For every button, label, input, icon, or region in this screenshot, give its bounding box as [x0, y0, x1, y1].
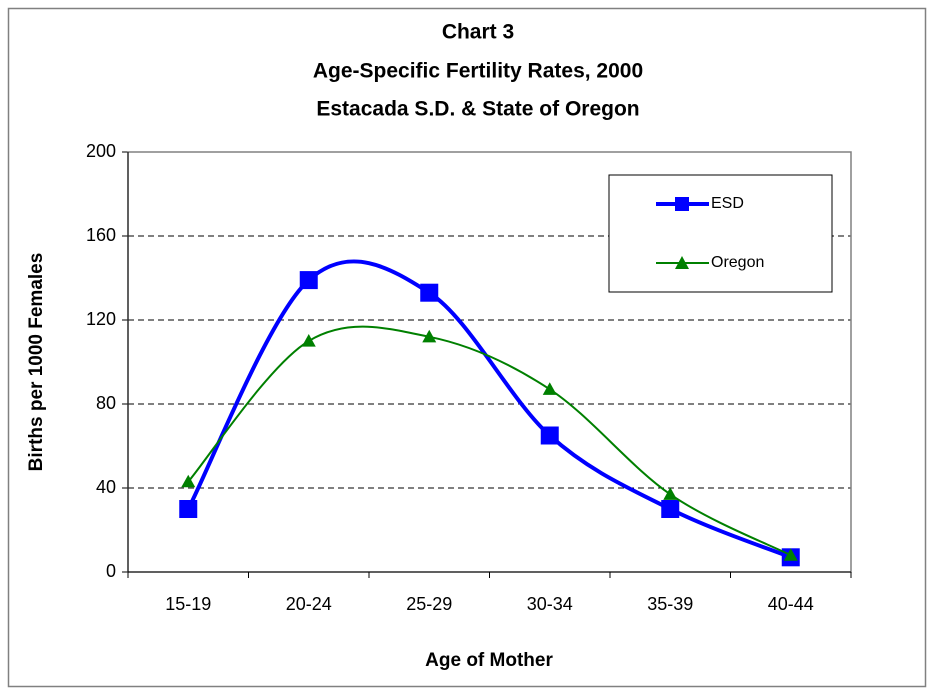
- marker: [663, 487, 678, 500]
- marker: [422, 329, 437, 343]
- y-tick-label: 40: [96, 477, 116, 497]
- y-tick-label: 200: [86, 141, 116, 161]
- x-axis-title: Age of Mother: [425, 650, 553, 671]
- series-line: [187, 325, 792, 557]
- legend-marker: [675, 256, 689, 269]
- marker: [181, 474, 196, 488]
- y-tick-label: 0: [106, 561, 116, 581]
- marker: [420, 283, 439, 302]
- x-tick-label: 15-19: [165, 594, 211, 614]
- marker: [542, 382, 557, 395]
- chart-title: Estacada S.D. & State of Oregon: [316, 98, 639, 121]
- y-tick-label: 80: [96, 393, 116, 413]
- x-tick-label: 40-44: [768, 594, 814, 614]
- marker: [661, 500, 680, 518]
- x-tick-label: 25-29: [406, 594, 452, 614]
- legend-label: Oregon: [711, 254, 764, 271]
- chart-title: Chart 3: [442, 21, 514, 44]
- legend-marker: [675, 197, 689, 211]
- x-tick-label: 30-34: [527, 594, 573, 614]
- y-tick-label: 120: [86, 309, 116, 329]
- marker: [783, 548, 798, 561]
- marker: [301, 334, 316, 347]
- y-tick-label: 160: [86, 225, 116, 245]
- x-tick-label: 20-24: [286, 594, 332, 614]
- marker: [299, 271, 318, 290]
- chart-title: Age-Specific Fertility Rates, 2000: [313, 60, 643, 83]
- legend-box: [608, 174, 833, 293]
- marker: [540, 426, 559, 445]
- x-tick-label: 35-39: [647, 594, 693, 614]
- marker: [179, 500, 198, 518]
- y-axis-title: Births per 1000 Females: [26, 253, 47, 472]
- legend-label: ESD: [711, 195, 744, 212]
